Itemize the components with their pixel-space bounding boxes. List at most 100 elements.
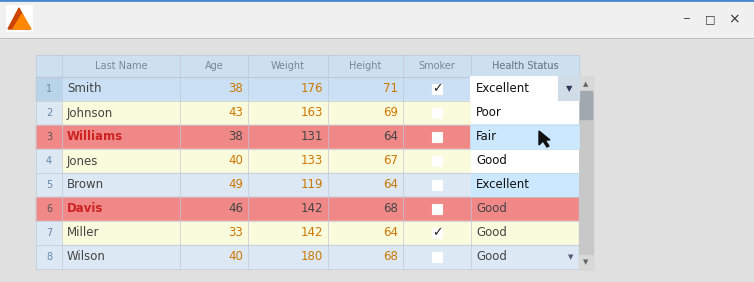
Text: Williams: Williams	[67, 131, 123, 144]
Text: 4: 4	[46, 156, 52, 166]
Bar	[36, 221, 62, 245]
Text: Smoker: Smoker	[418, 61, 455, 71]
Bar	[471, 101, 579, 125]
Bar	[328, 125, 403, 149]
Text: Fair: Fair	[476, 131, 497, 144]
Text: 49: 49	[228, 179, 243, 191]
Bar	[403, 173, 471, 197]
Text: 5: 5	[46, 180, 52, 190]
Text: Excellent: Excellent	[476, 179, 530, 191]
Bar	[432, 252, 442, 262]
Text: 68: 68	[383, 202, 398, 215]
Text: 64: 64	[383, 131, 398, 144]
Text: 133: 133	[301, 155, 323, 168]
Text: 6: 6	[46, 204, 52, 214]
Text: ▲: ▲	[584, 81, 589, 87]
Text: Davis: Davis	[67, 202, 103, 215]
Bar	[62, 173, 180, 197]
Text: Good: Good	[476, 155, 507, 168]
Bar	[180, 173, 248, 197]
Polygon shape	[13, 14, 31, 29]
Text: Good: Good	[476, 202, 507, 215]
Bar	[0, 0, 754, 38]
Bar	[471, 197, 579, 221]
Text: 38: 38	[228, 131, 243, 144]
Text: Good: Good	[476, 250, 507, 263]
Bar	[471, 77, 579, 101]
Text: Smith: Smith	[67, 83, 102, 96]
Bar	[248, 245, 328, 269]
Bar	[471, 149, 579, 173]
Bar	[403, 77, 471, 101]
Bar	[432, 108, 442, 118]
Bar	[403, 245, 471, 269]
Text: 67: 67	[383, 155, 398, 168]
Text: Poor: Poor	[476, 107, 502, 120]
Text: Fair: Fair	[476, 131, 497, 144]
Bar	[432, 228, 442, 238]
Text: 64: 64	[383, 226, 398, 239]
Text: ✓: ✓	[432, 83, 443, 96]
Text: 2: 2	[46, 108, 52, 118]
Text: 7: 7	[46, 228, 52, 238]
Bar	[248, 77, 328, 101]
Bar	[471, 101, 579, 197]
Text: 180: 180	[301, 250, 323, 263]
Bar	[403, 149, 471, 173]
Text: ▼: ▼	[569, 254, 574, 260]
Text: Health Status: Health Status	[492, 61, 558, 71]
Bar	[471, 173, 579, 197]
Bar	[471, 77, 579, 101]
Bar	[432, 132, 442, 142]
Text: Brown: Brown	[67, 179, 104, 191]
Bar	[432, 180, 442, 190]
Text: 38: 38	[228, 83, 243, 96]
Bar	[62, 149, 180, 173]
Bar	[471, 245, 579, 269]
Text: 8: 8	[46, 252, 52, 262]
Bar	[579, 77, 593, 91]
Bar	[328, 173, 403, 197]
Text: 40: 40	[228, 155, 243, 168]
Text: Age: Age	[204, 61, 223, 71]
Text: 3: 3	[46, 132, 52, 142]
Text: Excellent: Excellent	[476, 83, 530, 96]
Text: Miller: Miller	[67, 226, 100, 239]
Bar	[328, 197, 403, 221]
Text: Jones: Jones	[67, 155, 98, 168]
Bar	[36, 55, 579, 77]
Text: Good: Good	[476, 155, 507, 168]
Bar	[471, 55, 579, 77]
Text: Poor: Poor	[476, 107, 502, 120]
Bar	[180, 77, 248, 101]
Bar	[432, 84, 442, 94]
Bar	[6, 5, 32, 31]
Text: 33: 33	[228, 226, 243, 239]
Text: 40: 40	[228, 250, 243, 263]
Bar	[432, 204, 442, 214]
Polygon shape	[539, 131, 550, 147]
Text: 142: 142	[301, 226, 323, 239]
Text: ▼: ▼	[584, 259, 589, 265]
Text: Good: Good	[476, 226, 507, 239]
Bar	[403, 125, 471, 149]
Text: □: □	[705, 14, 716, 24]
Text: 176: 176	[301, 83, 323, 96]
Bar	[62, 77, 180, 101]
Text: 1: 1	[46, 84, 52, 94]
Text: 142: 142	[301, 202, 323, 215]
Bar	[180, 221, 248, 245]
Text: 46: 46	[228, 202, 243, 215]
Bar	[36, 77, 62, 101]
Bar	[248, 125, 328, 149]
Bar	[62, 245, 180, 269]
Bar	[328, 221, 403, 245]
Text: Health Status: Health Status	[492, 61, 558, 71]
Bar	[248, 173, 328, 197]
Polygon shape	[8, 8, 30, 29]
Bar	[471, 125, 579, 149]
Bar	[579, 255, 593, 269]
Text: ✓: ✓	[432, 226, 443, 239]
Bar	[36, 173, 62, 197]
Bar	[580, 91, 592, 119]
